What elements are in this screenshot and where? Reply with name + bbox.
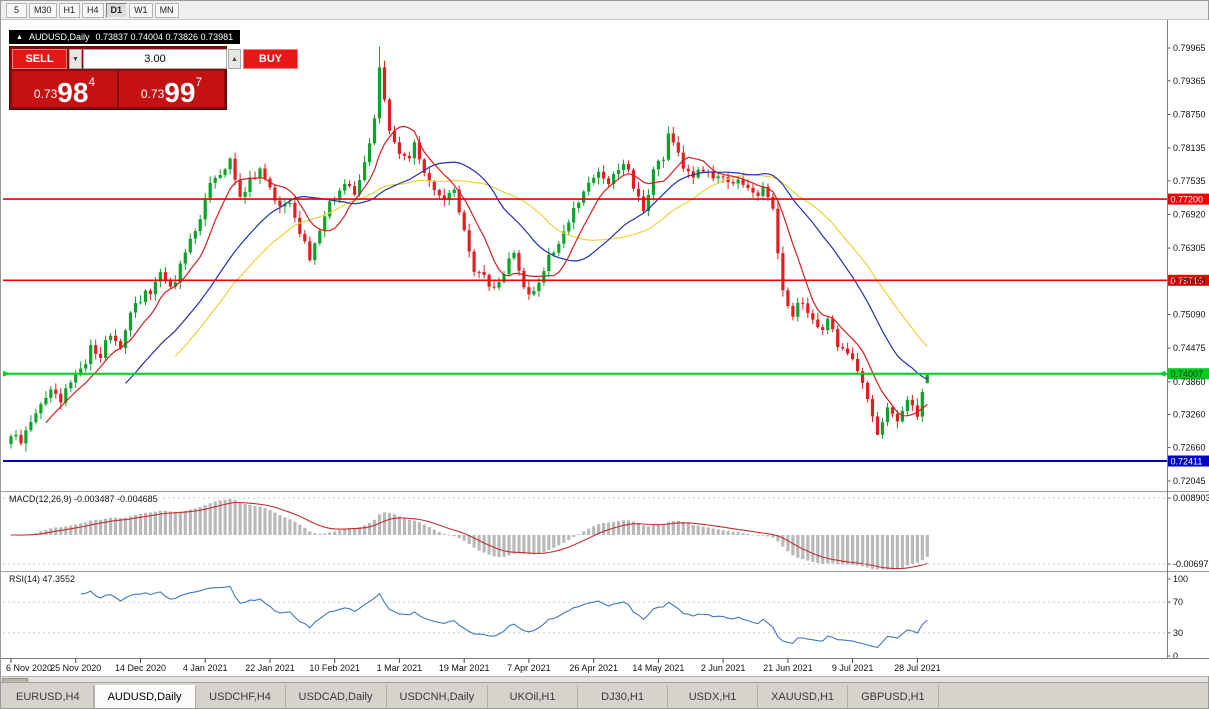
svg-text:0: 0 [1173, 651, 1178, 661]
svg-text:10 Feb 2021: 10 Feb 2021 [309, 663, 360, 673]
timeframe-toolbar: 5 M30 H1 H4 D1 W1 MN [1, 1, 1208, 20]
volume-decrease-button[interactable]: ▼ [69, 49, 82, 69]
svg-text:0.77200: 0.77200 [1171, 195, 1204, 205]
svg-text:0.79965: 0.79965 [1173, 43, 1206, 53]
buy-price-display[interactable]: 0.73 99 7 [119, 71, 224, 107]
timeframe-m5-button[interactable]: 5 [6, 2, 27, 18]
volume-increase-button[interactable]: ▲ [228, 49, 241, 69]
svg-text:0.76920: 0.76920 [1173, 209, 1206, 219]
timeframe-h1-button[interactable]: H1 [58, 2, 81, 18]
svg-text:0.78135: 0.78135 [1173, 143, 1206, 153]
tab-ukoil-h1[interactable]: UKOil,H1 [488, 685, 579, 708]
svg-text:0.008903: 0.008903 [1173, 493, 1209, 503]
timeframe-h4-button[interactable]: H4 [82, 2, 104, 18]
buy-button[interactable]: BUY [243, 49, 298, 69]
svg-text:0.72411: 0.72411 [1171, 457, 1203, 467]
timeframe-mn-button[interactable]: MN [154, 2, 179, 18]
timeframe-m30-button[interactable]: M30 [29, 2, 57, 18]
price-chart-canvas[interactable]: 0.77200 0.75716 0.74007 0.72411 0.79965 0.793… [1, 20, 1209, 676]
tab-usdcad-daily[interactable]: USDCAD,Daily [285, 685, 387, 708]
svg-text:7 Apr 2021: 7 Apr 2021 [507, 663, 551, 673]
sell-price-prefix: 0.73 [33, 87, 58, 101]
svg-text:4 Jan 2021: 4 Jan 2021 [183, 663, 228, 673]
tab-usdx-h1[interactable]: USDX,H1 [668, 685, 759, 708]
buy-price-big-digits: 99 [164, 76, 196, 108]
chart-title-bar: ▲ AUDUSD,Daily 0.73837 0.74004 0.73826 0… [9, 30, 241, 44]
svg-text:0.74475: 0.74475 [1173, 343, 1206, 353]
chart-symbol-label: AUDUSD,Daily [28, 32, 90, 42]
svg-text:22 Jan 2021: 22 Jan 2021 [245, 663, 295, 673]
svg-text:0.79365: 0.79365 [1173, 76, 1206, 86]
buy-price-pipette: 7 [195, 75, 203, 89]
tab-dj30-h1[interactable]: DJ30,H1 [578, 685, 669, 708]
svg-text:0.78750: 0.78750 [1173, 109, 1206, 119]
svg-text:0.73860: 0.73860 [1173, 377, 1206, 387]
svg-text:14 Dec 2020: 14 Dec 2020 [115, 663, 166, 673]
svg-text:26 Apr 2021: 26 Apr 2021 [569, 663, 618, 673]
tab-audusd-daily[interactable]: AUDUSD,Daily [93, 685, 196, 708]
svg-text:21 Jun 2021: 21 Jun 2021 [763, 663, 813, 673]
collapse-arrow-icon[interactable]: ▲ [16, 33, 23, 41]
buy-price-prefix: 0.73 [140, 87, 165, 101]
chart-ohlc-values: 0.73837 0.74004 0.73826 0.73981 [95, 32, 234, 42]
timeframe-w1-button[interactable]: W1 [129, 2, 153, 18]
svg-text:9 Jul 2021: 9 Jul 2021 [832, 663, 874, 673]
svg-text:0.75090: 0.75090 [1173, 310, 1206, 320]
tab-gbpusd-h1[interactable]: GBPUSD,H1 [848, 685, 939, 708]
tab-eurusd-h4[interactable]: EURUSD,H4 [3, 685, 94, 708]
chart-tabs-bar: EURUSD,H4 AUDUSD,Daily USDCHF,H4 USDCAD,… [1, 682, 1208, 708]
tab-xauusd-h1[interactable]: XAUUSD,H1 [758, 685, 849, 708]
tab-usdcnh-daily[interactable]: USDCNH,Daily [386, 685, 489, 708]
svg-text:30: 30 [1173, 628, 1183, 638]
svg-text:0.72045: 0.72045 [1173, 476, 1206, 486]
svg-text:0.73260: 0.73260 [1173, 410, 1206, 420]
svg-text:0.72660: 0.72660 [1173, 442, 1206, 452]
sell-button[interactable]: SELL [12, 49, 67, 69]
volume-input[interactable] [83, 49, 227, 69]
svg-text:14 May 2021: 14 May 2021 [632, 663, 684, 673]
svg-text:6 Nov 2020: 6 Nov 2020 [6, 663, 52, 673]
svg-text:-0.006977: -0.006977 [1173, 559, 1209, 569]
sell-price-big-digits: 98 [57, 76, 89, 108]
svg-text:1 Mar 2021: 1 Mar 2021 [377, 663, 423, 673]
svg-text:19 Mar 2021: 19 Mar 2021 [439, 663, 490, 673]
macd-indicator-label: MACD(12,26,9) -0.003487 -0.004685 [9, 494, 158, 504]
svg-text:28 Jul 2021: 28 Jul 2021 [894, 663, 941, 673]
svg-text:0.75690: 0.75690 [1173, 277, 1206, 287]
svg-text:0.77535: 0.77535 [1173, 176, 1206, 186]
svg-text:0.75716: 0.75716 [1171, 276, 1204, 286]
tab-usdchf-h4[interactable]: USDCHF,H4 [195, 685, 286, 708]
svg-text:0.76305: 0.76305 [1173, 243, 1206, 253]
svg-text:0.74007: 0.74007 [1171, 369, 1204, 379]
sell-price-display[interactable]: 0.73 98 4 [12, 71, 117, 107]
svg-text:25 Nov 2020: 25 Nov 2020 [50, 663, 101, 673]
timeframe-d1-button[interactable]: D1 [105, 2, 128, 18]
svg-text:100: 100 [1173, 574, 1188, 584]
rsi-indicator-label: RSI(14) 47.3552 [9, 574, 76, 584]
svg-text:2 Jun 2021: 2 Jun 2021 [701, 663, 746, 673]
svg-text:70: 70 [1173, 597, 1183, 607]
sell-price-pipette: 4 [88, 75, 96, 89]
